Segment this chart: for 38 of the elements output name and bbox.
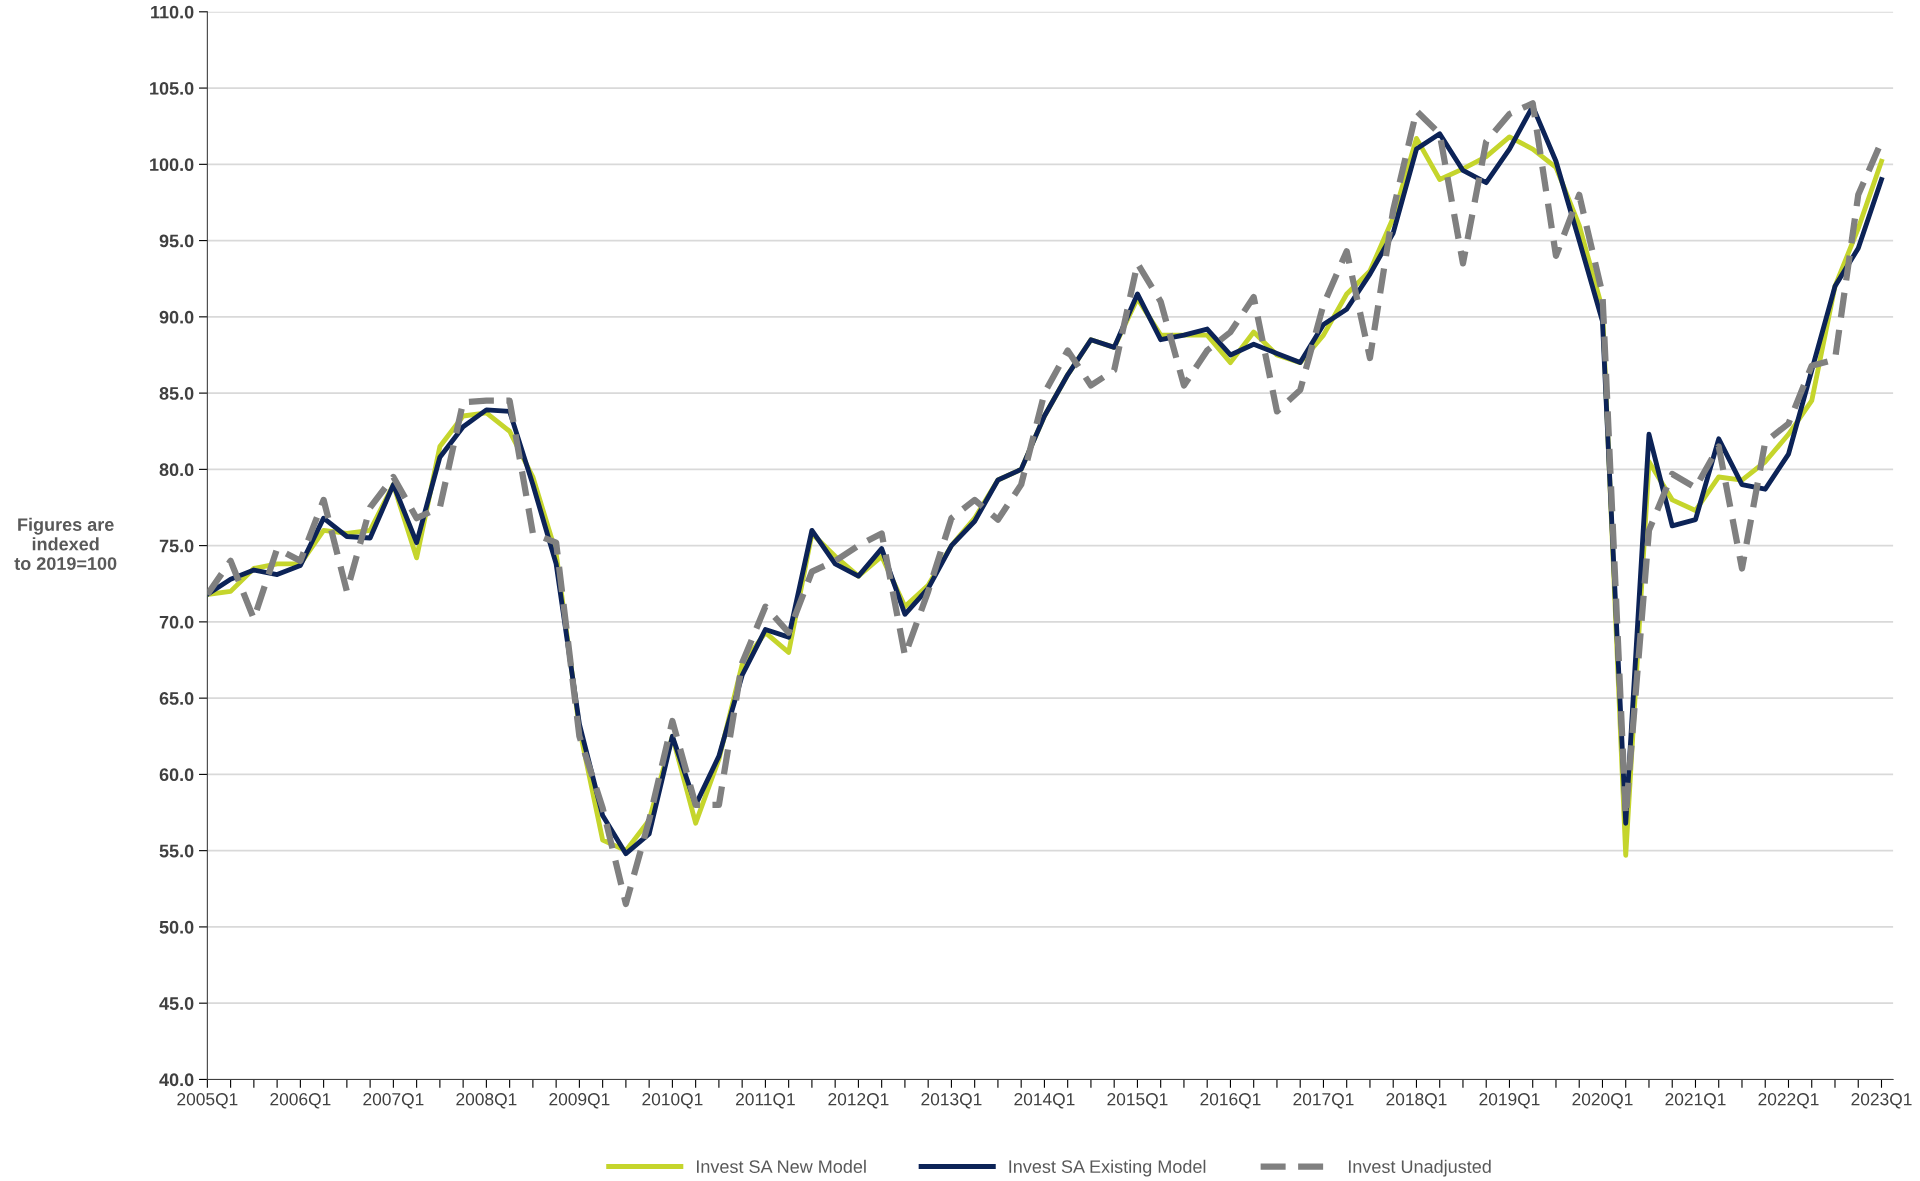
x-tick-label: 2009Q1 xyxy=(549,1093,610,1109)
x-tick-label: 2020Q1 xyxy=(1572,1093,1633,1109)
y-tick-label: 75.0 xyxy=(159,539,194,553)
legend-label: Invest SA New Model xyxy=(696,1159,866,1173)
y-tick-label: 105.0 xyxy=(150,82,194,95)
x-tick-label: 2007Q1 xyxy=(363,1093,424,1109)
y-tick-label: 40.0 xyxy=(159,1073,194,1087)
legend-label: Invest SA Existing Model xyxy=(1009,1159,1206,1177)
x-tick-label: 2008Q1 xyxy=(456,1093,517,1109)
x-tick-label: 2011Q1 xyxy=(736,1093,795,1109)
x-tick-label: 2014Q1 xyxy=(1014,1093,1075,1109)
y-tick-label: 65.0 xyxy=(159,692,194,705)
x-tick-label: 2016Q1 xyxy=(1200,1093,1261,1109)
y-tick-label: 70.0 xyxy=(159,615,194,629)
x-tick-label: 2018Q1 xyxy=(1386,1093,1447,1109)
x-tick-label: 2021Q1 xyxy=(1665,1093,1726,1109)
x-tick-label: 2015Q1 xyxy=(1107,1093,1168,1109)
y-tick-label: 95.0 xyxy=(159,234,194,248)
x-tick-label: 2006Q1 xyxy=(270,1093,331,1109)
x-tick-label: 2019Q1 xyxy=(1479,1093,1540,1109)
x-tick-label: 2013Q1 xyxy=(921,1093,982,1109)
y-tick-label: 80.0 xyxy=(159,463,194,477)
x-tick-label: 2017Q1 xyxy=(1293,1093,1354,1109)
x-tick-label: 2022Q1 xyxy=(1758,1093,1819,1109)
x-tick-label: 2010Q1 xyxy=(642,1093,703,1109)
y-tick-label: 90.0 xyxy=(159,310,194,324)
y-tick-label: 60.0 xyxy=(159,768,194,782)
legend-label: Invest Unadjusted xyxy=(1348,1159,1491,1177)
x-tick-label: 2023Q1 xyxy=(1851,1093,1912,1109)
y-tick-label: 110.0 xyxy=(151,5,194,19)
y-tick-label: 85.0 xyxy=(159,387,194,400)
y-axis-title: Figures are indexed to 2019=100 xyxy=(14,517,117,570)
y-tick-label: 50.0 xyxy=(159,920,194,934)
x-tick-label: 2012Q1 xyxy=(828,1093,889,1109)
y-tick-label: 55.0 xyxy=(159,844,194,858)
y-tick-label: 100.0 xyxy=(150,158,194,172)
y-tick-label: 45.0 xyxy=(159,997,194,1010)
x-tick-label: 2005Q1 xyxy=(177,1093,238,1109)
